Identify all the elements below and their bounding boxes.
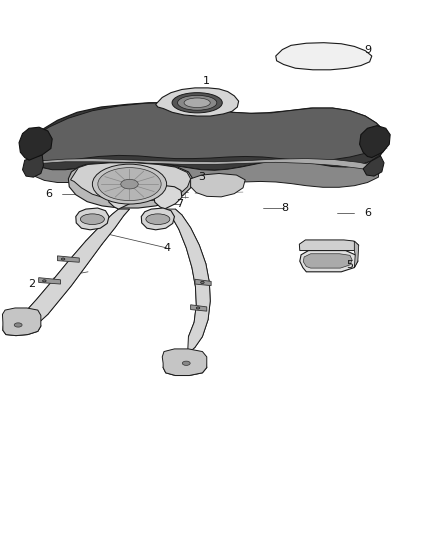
Polygon shape <box>163 360 207 375</box>
Text: 6: 6 <box>45 189 52 199</box>
Text: 4: 4 <box>163 243 170 253</box>
Text: 5: 5 <box>346 260 353 270</box>
Ellipse shape <box>61 258 65 260</box>
Polygon shape <box>33 159 375 170</box>
Polygon shape <box>363 156 384 176</box>
Polygon shape <box>195 279 211 286</box>
Ellipse shape <box>92 164 166 204</box>
Ellipse shape <box>182 361 190 366</box>
Polygon shape <box>108 185 136 209</box>
Polygon shape <box>153 185 182 209</box>
Polygon shape <box>22 155 43 177</box>
Polygon shape <box>28 103 387 170</box>
Ellipse shape <box>177 95 217 110</box>
Text: 8: 8 <box>281 203 288 213</box>
Polygon shape <box>3 320 41 336</box>
Ellipse shape <box>184 98 210 108</box>
Ellipse shape <box>121 179 138 189</box>
Ellipse shape <box>98 167 161 200</box>
Ellipse shape <box>81 214 104 224</box>
Ellipse shape <box>201 281 204 284</box>
Polygon shape <box>57 256 79 262</box>
Polygon shape <box>303 254 352 268</box>
Polygon shape <box>360 126 390 158</box>
Text: 2: 2 <box>28 279 35 288</box>
Polygon shape <box>19 127 52 160</box>
Polygon shape <box>155 88 239 116</box>
Polygon shape <box>10 209 130 326</box>
Ellipse shape <box>172 93 222 113</box>
Ellipse shape <box>146 214 170 224</box>
Text: 1: 1 <box>202 77 209 86</box>
Polygon shape <box>28 155 381 187</box>
Polygon shape <box>68 163 193 208</box>
Polygon shape <box>276 43 372 70</box>
Polygon shape <box>164 209 210 354</box>
Polygon shape <box>71 163 191 201</box>
Text: 9: 9 <box>364 45 371 55</box>
Polygon shape <box>39 278 60 284</box>
Polygon shape <box>191 173 245 197</box>
Polygon shape <box>141 208 174 230</box>
Text: 3: 3 <box>198 172 205 182</box>
Ellipse shape <box>42 280 46 282</box>
Polygon shape <box>29 103 386 162</box>
Polygon shape <box>76 208 109 230</box>
Polygon shape <box>3 308 41 336</box>
Polygon shape <box>299 240 359 251</box>
Ellipse shape <box>196 307 200 309</box>
Text: 7: 7 <box>176 199 183 209</box>
Polygon shape <box>162 349 207 375</box>
Text: 6: 6 <box>364 208 371 219</box>
Polygon shape <box>191 305 207 311</box>
Polygon shape <box>300 251 358 272</box>
Polygon shape <box>354 241 359 268</box>
Ellipse shape <box>14 323 22 327</box>
